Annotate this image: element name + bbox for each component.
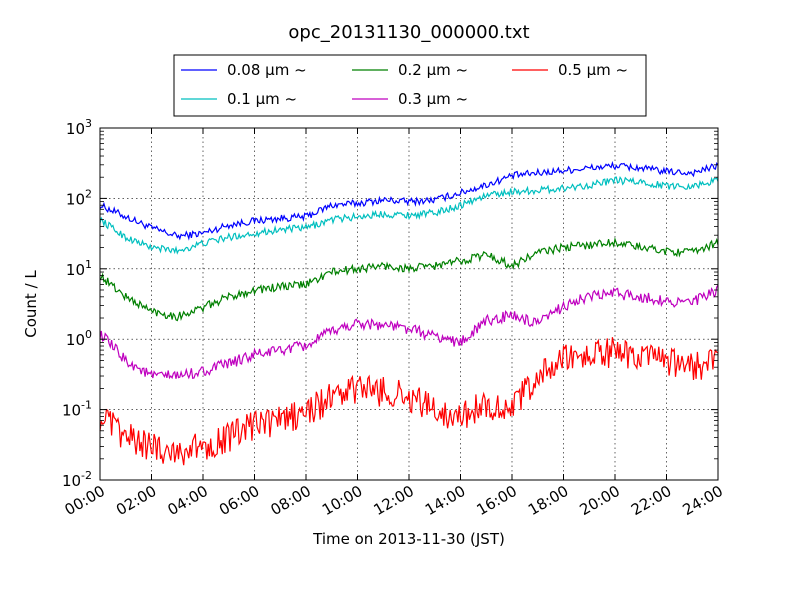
legend-label-1: 0.08 μm ~ — [227, 61, 307, 79]
y-axis-label: Count / L — [22, 270, 40, 338]
series-line-3 — [99, 236, 719, 322]
grid-lines — [100, 128, 718, 480]
legend: 0.08 μm ~ 0.1 μm ~ 0.2 μm ~ 0.3 μm ~ 0.5 μm … — [173, 54, 647, 117]
y-tick-label: 100 — [66, 328, 92, 349]
series-line-1 — [99, 160, 719, 241]
y-tick-label: 101 — [66, 258, 92, 279]
chart-title: opc_20131130_000000.txt — [288, 22, 529, 43]
legend-box — [173, 54, 647, 117]
legend-label-3: 0.2 μm ~ — [398, 61, 468, 79]
y-tick-label: 10-2 — [62, 469, 92, 490]
series-line-4 — [99, 284, 719, 380]
series-line-5 — [99, 337, 719, 466]
y-tick-label: 103 — [66, 117, 92, 138]
legend-label-5: 0.5 μm ~ — [558, 61, 628, 79]
y-tick-label: 102 — [66, 187, 92, 208]
y-tick-labels: 10-2 10-1 100 101 102 103 — [62, 117, 92, 490]
series-lines — [99, 160, 719, 466]
y-tick-label: 10-1 — [62, 399, 92, 420]
x-axis-label: Time on 2013-11-30 (JST) — [312, 530, 505, 548]
series-line-2 — [99, 175, 719, 255]
legend-label-2: 0.1 μm ~ — [227, 90, 297, 108]
legend-label-4: 0.3 μm ~ — [398, 90, 468, 108]
axis-ticks — [99, 127, 719, 481]
